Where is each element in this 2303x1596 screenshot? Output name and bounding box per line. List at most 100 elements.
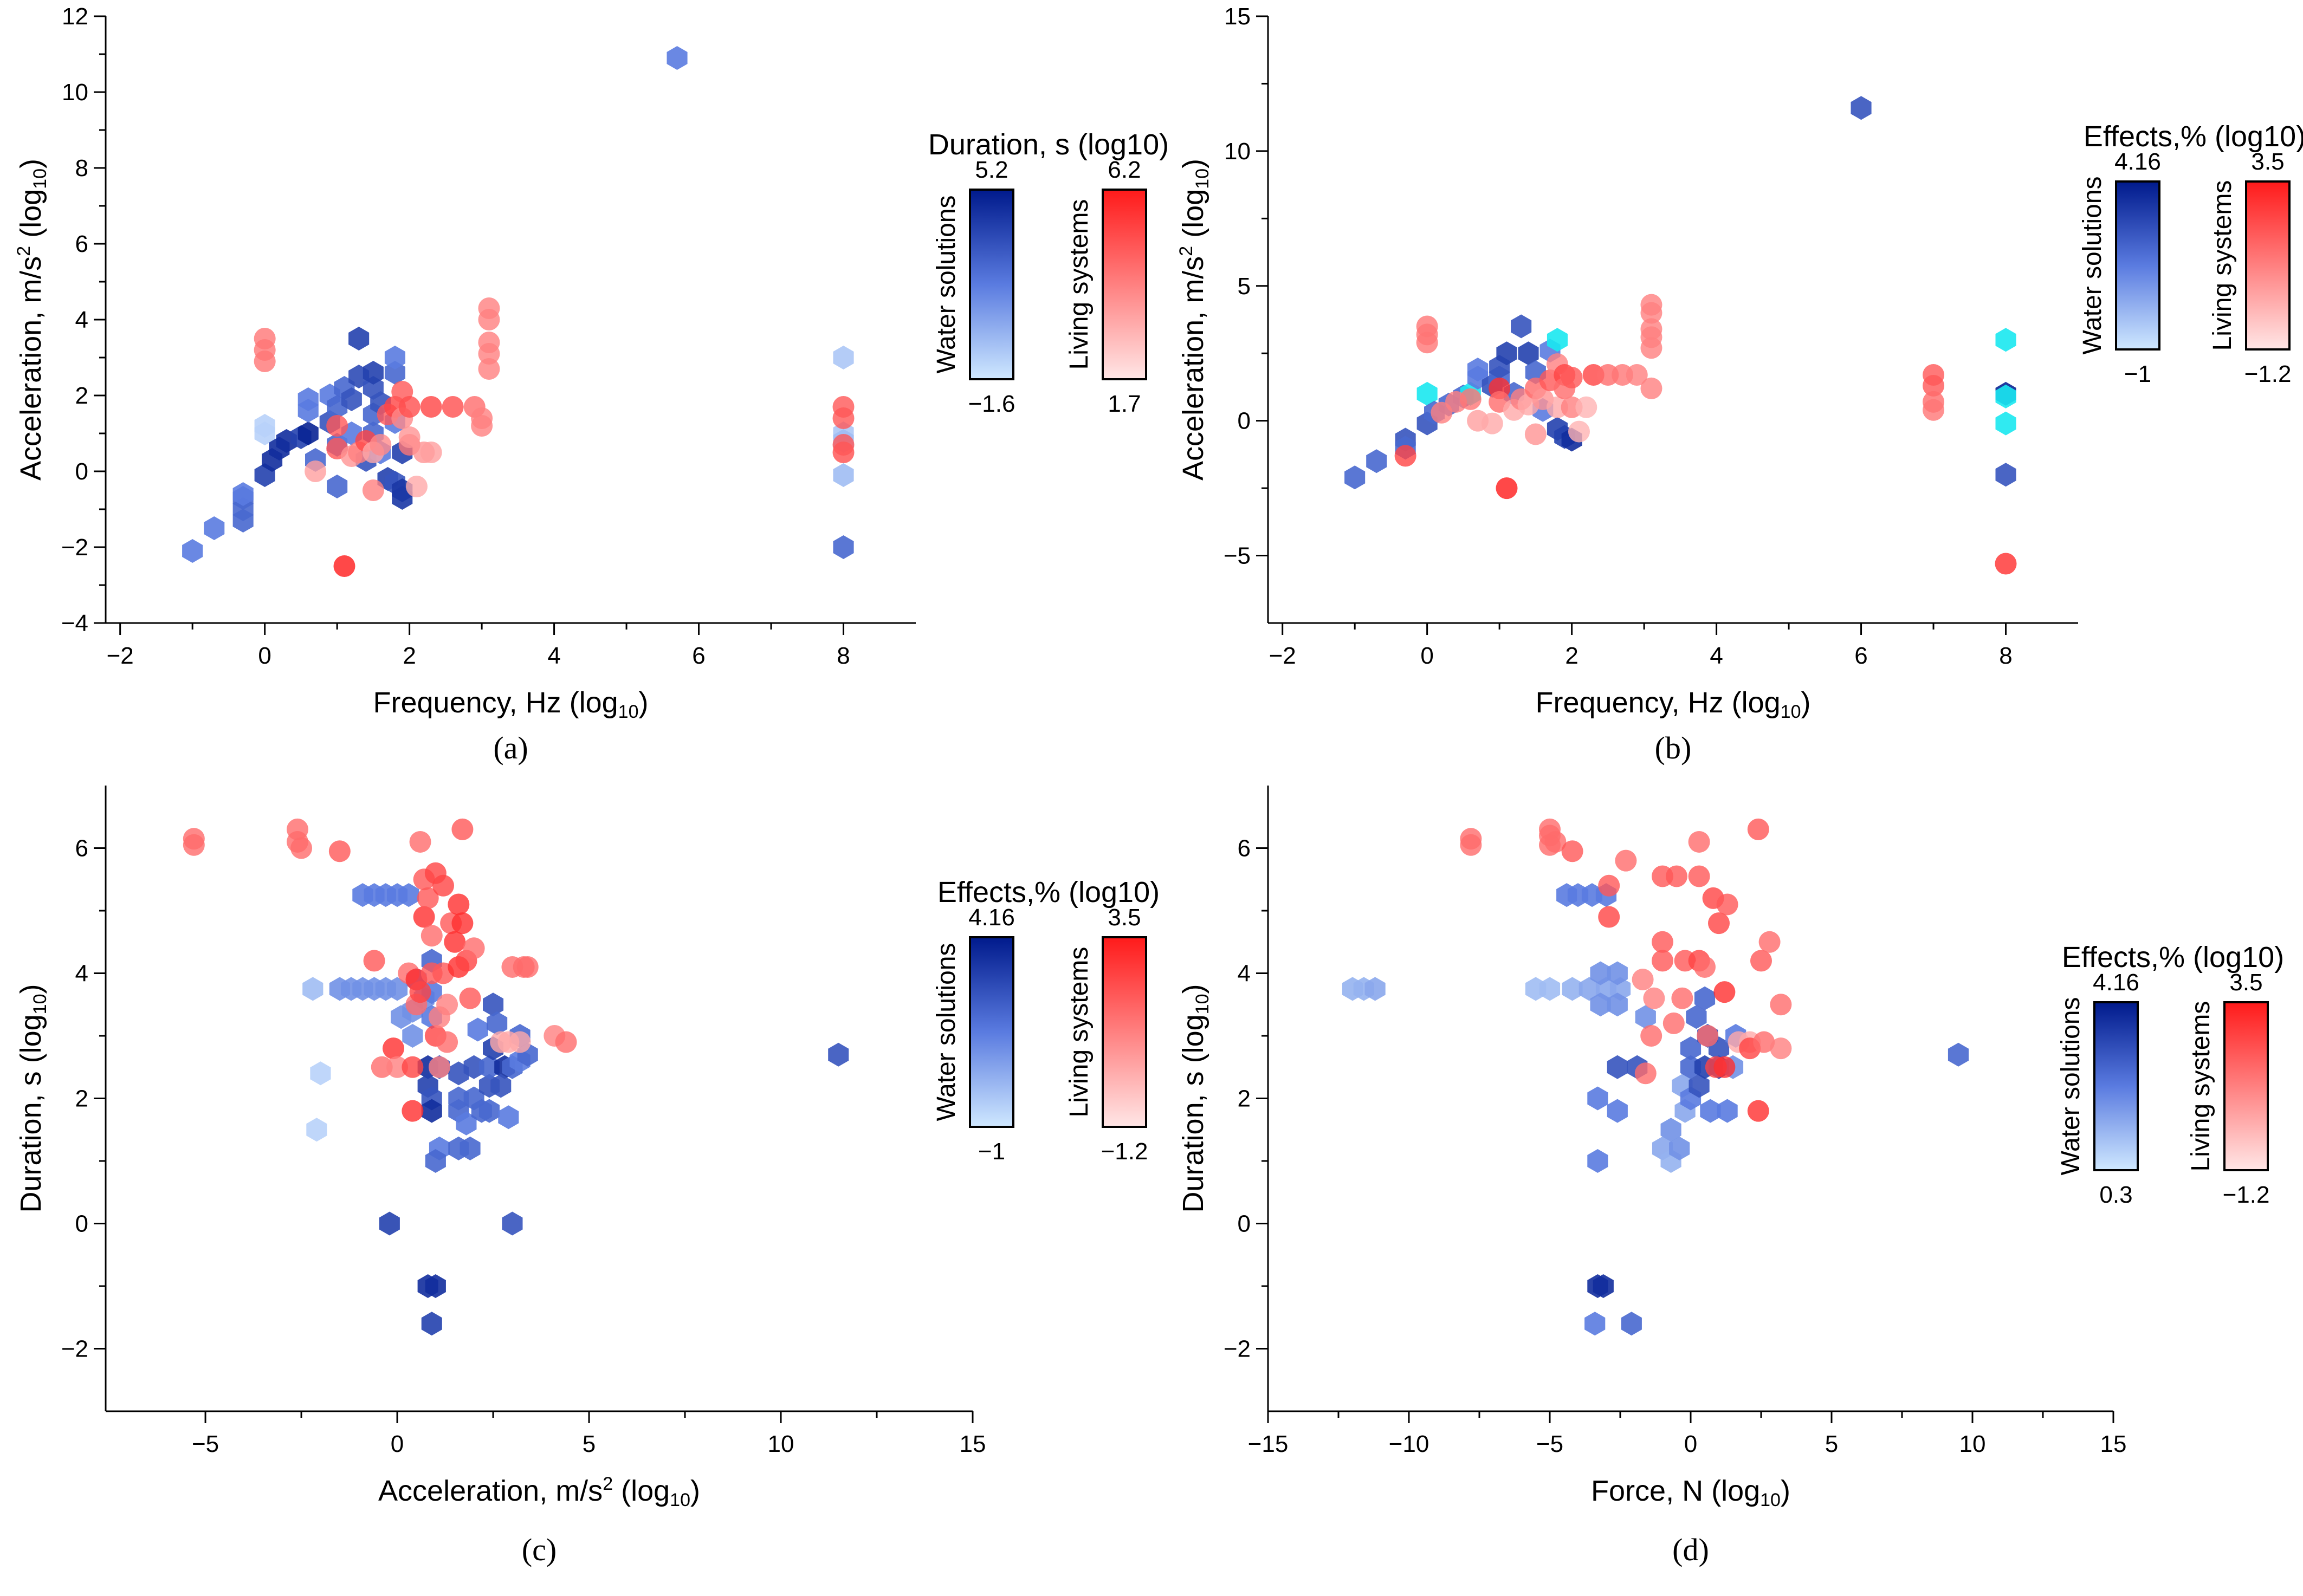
panel-label: (a)	[493, 730, 528, 765]
water-point	[1364, 977, 1386, 1001]
markers-b	[1344, 96, 2017, 575]
x-axis-title: Force, N (log10)	[1591, 1475, 1790, 1510]
living-point	[1598, 906, 1620, 928]
water-point	[384, 361, 405, 385]
living-max-label: 3.5	[1108, 904, 1141, 931]
living-point	[1716, 893, 1738, 916]
y-tick-label: 8	[75, 155, 88, 181]
living-point	[1524, 423, 1547, 445]
living-colorbar-name: Living systems	[2208, 180, 2237, 351]
markers-d	[1342, 818, 1969, 1336]
x-tick-label: 0	[1420, 643, 1433, 669]
water-point	[254, 414, 275, 438]
chart-panel-b: −2 0 2 4 6 8 −5 0 5 10 15 Frequency, Hz (log10) Acce…	[1176, 3, 2303, 765]
living-point	[417, 887, 439, 909]
water-point	[348, 327, 370, 351]
living-point	[1640, 294, 1662, 316]
y-tick-label: 0	[1238, 1211, 1251, 1237]
living-point	[326, 415, 348, 437]
water-point	[1547, 328, 1568, 352]
chart-panel-a: −2 0 2 4 6 8 −4 −2 0 2 4 6 8 10 12 Frequency, Hz (log10…	[14, 3, 1169, 765]
living-point	[363, 950, 385, 972]
living-point	[1671, 987, 1693, 1009]
water-point	[1851, 96, 1872, 120]
x-tick-label: −15	[1248, 1431, 1289, 1457]
living-point	[448, 893, 470, 916]
living-point	[1923, 374, 1945, 397]
water-point	[1680, 1036, 1702, 1061]
water-point	[1587, 1086, 1608, 1111]
x-tick-label: −5	[1536, 1431, 1563, 1457]
water-point	[460, 1136, 481, 1160]
living-point	[1643, 987, 1665, 1009]
water-colorbar	[2115, 180, 2160, 351]
x-tick-label: 6	[692, 643, 705, 669]
colorbar-title: Effects,% (log10)	[937, 876, 1160, 909]
living-point	[1634, 1062, 1657, 1085]
living-point	[432, 874, 455, 897]
living-point	[428, 1056, 450, 1078]
water-point	[1593, 1274, 1614, 1298]
y-tick-label: 2	[75, 382, 88, 409]
living-point	[1770, 994, 1792, 1016]
water-point	[1511, 314, 1532, 339]
water-colorbar-name: Water solutions	[932, 943, 961, 1121]
x-tick-label: 10	[768, 1431, 794, 1457]
y-tick-label: 10	[62, 79, 88, 106]
colorbar-title: Effects,% (log10)	[2062, 941, 2284, 974]
y-tick-label: 6	[75, 835, 88, 862]
living-point	[1753, 1031, 1775, 1053]
y-tick-label: 4	[75, 961, 88, 987]
chart-panel-c: −5 0 5 10 15 −2 0 2 4 6 Acceleration, m/s2 (log10)…	[15, 786, 1160, 1567]
colorbar-title: Duration, s (log10)	[928, 128, 1169, 161]
living-point	[409, 831, 431, 853]
y-tick-label: 2	[1238, 1086, 1251, 1112]
water-point	[302, 977, 324, 1001]
x-tick-label: −5	[192, 1431, 219, 1457]
living-point	[386, 1056, 409, 1078]
water-point	[1621, 1312, 1642, 1336]
water-colorbar-name: Water solutions	[932, 195, 961, 373]
living-min-label: −1.2	[1101, 1138, 1148, 1165]
x-tick-label: 0	[1684, 1431, 1697, 1457]
x-tick-label: 8	[1999, 643, 2012, 669]
water-point	[1366, 449, 1387, 473]
y-tick-label: 15	[1224, 3, 1251, 30]
water-point	[182, 539, 203, 563]
water-point	[1562, 977, 1583, 1001]
water-point	[327, 475, 348, 498]
water-point	[667, 46, 688, 70]
y-tick-label: 4	[75, 307, 88, 333]
living-point	[1652, 950, 1673, 972]
water-point	[1590, 992, 1611, 1017]
living-point	[1688, 831, 1710, 853]
water-point	[402, 1024, 423, 1048]
living-point	[333, 555, 355, 577]
living-colorbar	[1102, 189, 1147, 380]
living-point	[1561, 367, 1583, 389]
living-point	[1615, 849, 1637, 872]
living-point	[1770, 1037, 1792, 1060]
water-point	[1995, 328, 2016, 352]
living-colorbar	[2223, 1001, 2269, 1171]
living-point	[436, 994, 458, 1016]
panel-label: (b)	[1655, 730, 1692, 765]
water-point	[1694, 986, 1716, 1010]
living-point	[1632, 969, 1654, 991]
water-point	[379, 1211, 400, 1236]
living-point	[1688, 865, 1710, 887]
water-point	[456, 1111, 477, 1136]
living-point	[442, 396, 464, 418]
water-colorbar	[969, 936, 1014, 1128]
living-point	[305, 460, 327, 482]
x-axis-title: Acceleration, m/s2 (log10)	[378, 1474, 700, 1510]
living-point	[516, 956, 539, 978]
living-point	[463, 937, 485, 959]
water-colorbar-name: Water solutions	[2078, 176, 2107, 354]
colorbar-c: Effects,% (log10)4.16 −1 Water solutions 3.…	[932, 876, 1160, 1165]
living-point	[1713, 981, 1736, 1003]
water-point	[1539, 977, 1561, 1001]
water-point	[387, 977, 408, 1001]
living-point	[413, 906, 435, 928]
